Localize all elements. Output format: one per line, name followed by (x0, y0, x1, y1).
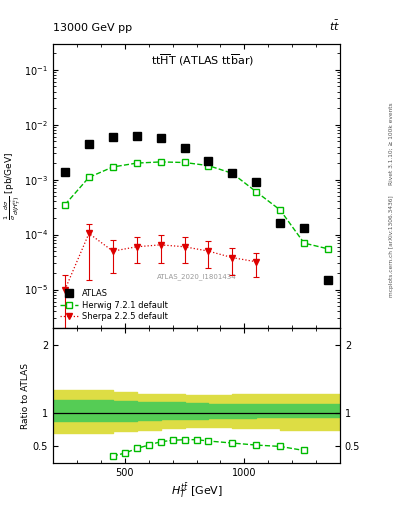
Text: ATLAS_2020_I1801434: ATLAS_2020_I1801434 (157, 273, 236, 280)
Y-axis label: $\frac{1}{\sigma}\frac{d\sigma}{d(H_T^{t\bar{t}})}$ [pb/GeV]: $\frac{1}{\sigma}\frac{d\sigma}{d(H_T^{t… (2, 152, 23, 220)
Text: mcplots.cern.ch [arXiv:1306.3436]: mcplots.cern.ch [arXiv:1306.3436] (389, 195, 393, 296)
Y-axis label: Ratio to ATLAS: Ratio to ATLAS (21, 362, 30, 429)
Text: $t\bar{t}$: $t\bar{t}$ (329, 19, 340, 33)
X-axis label: $H_T^{t\bar{t}}$ [GeV]: $H_T^{t\bar{t}}$ [GeV] (171, 481, 222, 500)
Text: Rivet 3.1.10; ≥ 100k events: Rivet 3.1.10; ≥ 100k events (389, 102, 393, 185)
Legend: ATLAS, Herwig 7.2.1 default, Sherpa 2.2.5 default: ATLAS, Herwig 7.2.1 default, Sherpa 2.2.… (57, 287, 171, 324)
Text: 13000 GeV pp: 13000 GeV pp (53, 23, 132, 33)
Text: tt$\overline{\rm H}$T (ATLAS tt$\overline{\rm b}$ar): tt$\overline{\rm H}$T (ATLAS tt$\overlin… (151, 52, 254, 68)
